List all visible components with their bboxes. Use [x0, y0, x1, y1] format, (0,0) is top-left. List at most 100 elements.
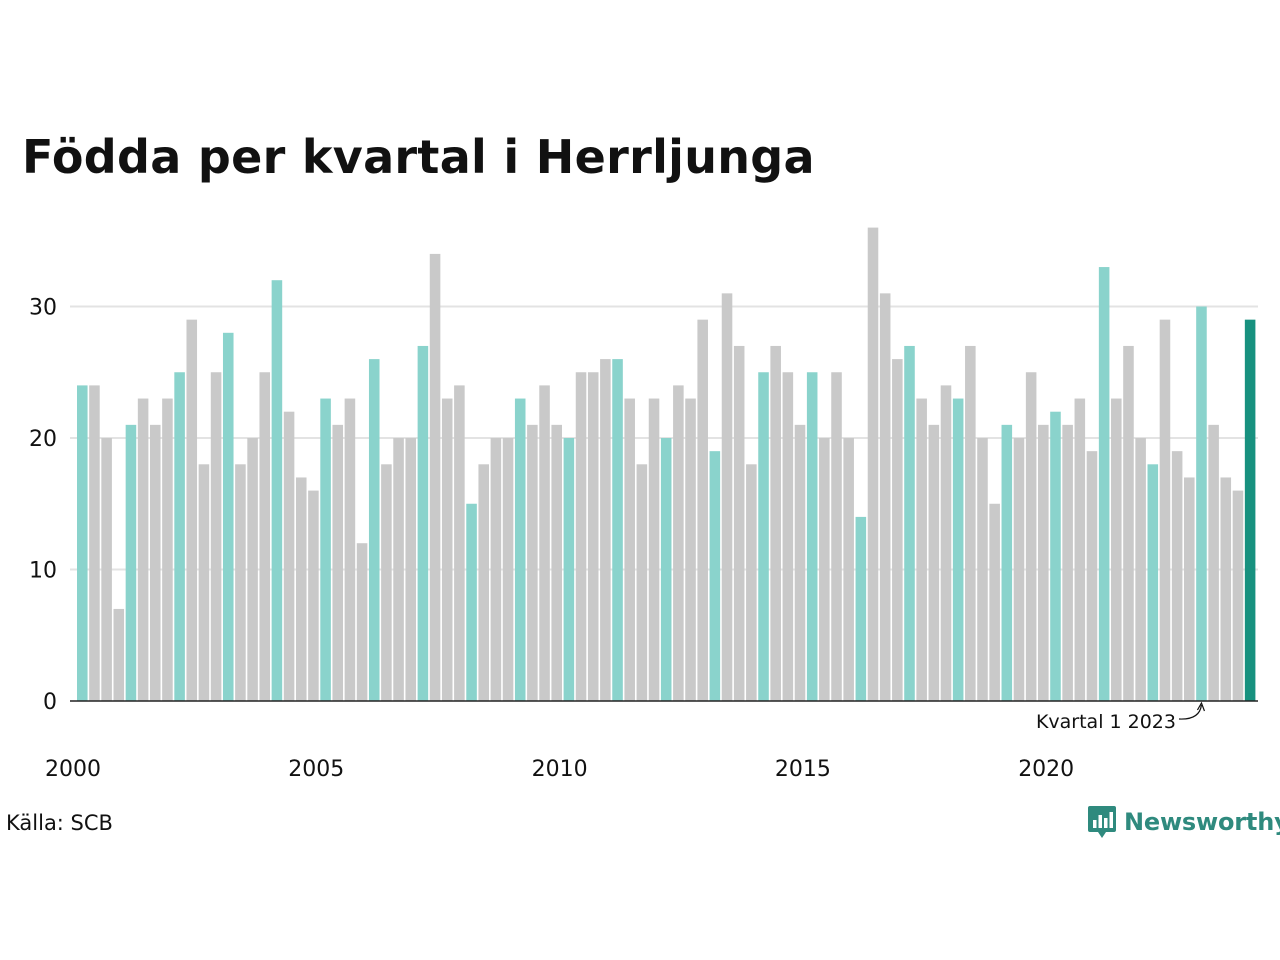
x-tick-label: 2010	[532, 757, 588, 782]
bar	[1001, 424, 1013, 701]
bar	[186, 319, 198, 701]
bar	[539, 385, 550, 701]
bar	[198, 464, 210, 701]
bar	[697, 319, 708, 701]
bar	[441, 398, 453, 701]
bar	[417, 345, 429, 701]
bar	[356, 543, 368, 701]
x-tick-label: 2020	[1018, 757, 1074, 782]
bar	[283, 411, 295, 701]
bar	[855, 516, 867, 701]
bar	[1208, 424, 1219, 701]
x-tick-label: 2000	[45, 757, 101, 782]
bar	[222, 332, 234, 701]
bar	[405, 438, 417, 701]
bar	[77, 385, 88, 701]
bar	[101, 438, 112, 701]
bar	[320, 398, 331, 701]
bar	[575, 372, 587, 701]
bar	[527, 424, 538, 701]
bar	[490, 438, 502, 701]
bar	[466, 503, 477, 701]
bar	[514, 398, 526, 701]
bar	[344, 398, 356, 701]
bar	[1184, 477, 1195, 701]
bar	[648, 398, 660, 701]
bar	[1232, 490, 1244, 701]
bar	[1038, 424, 1049, 701]
bar	[429, 253, 441, 701]
bar	[1147, 464, 1159, 701]
bar	[782, 372, 794, 701]
bar	[502, 438, 514, 701]
bar	[819, 438, 830, 701]
bar	[454, 385, 465, 701]
bar	[1111, 398, 1122, 701]
bar	[916, 398, 927, 701]
bar	[137, 398, 149, 701]
bar	[1025, 372, 1037, 701]
x-tick-label: 2005	[288, 757, 344, 782]
y-tick-label: 10	[29, 559, 57, 584]
bar	[478, 464, 489, 701]
y-tick-label: 20	[29, 427, 57, 452]
bar	[940, 385, 952, 701]
bar	[843, 438, 854, 701]
bar	[210, 372, 222, 701]
bar	[733, 345, 745, 701]
bar	[247, 438, 258, 701]
bar	[977, 438, 988, 701]
bar	[271, 280, 283, 701]
bar	[636, 464, 648, 701]
bar	[794, 424, 806, 701]
bar	[879, 293, 891, 701]
bar	[332, 424, 344, 701]
bar	[235, 464, 246, 701]
annotation: Kvartal 1 2023	[1036, 701, 1206, 733]
bars	[77, 227, 1256, 701]
chart-title: Födda per kvartal i Herrljunga	[22, 130, 815, 184]
bar	[174, 372, 185, 701]
bar	[1159, 319, 1171, 701]
bar	[770, 345, 781, 701]
bar	[162, 398, 173, 701]
bar	[758, 372, 769, 701]
bar	[1013, 438, 1025, 701]
bar	[709, 451, 721, 701]
bar	[563, 438, 575, 701]
newsworthy-logo-text: Newsworthy	[1124, 808, 1280, 836]
bar	[1171, 451, 1183, 701]
bar	[1074, 398, 1086, 701]
annotation-arrowhead	[1196, 701, 1206, 712]
bar	[660, 438, 672, 701]
bar	[746, 464, 757, 701]
bar	[1123, 345, 1134, 701]
bar	[721, 293, 733, 701]
bar	[1098, 267, 1110, 701]
bar-chart: 0 10 20 30 2000 2005 2010 2015 2020 Kvartal 1 20…	[29, 227, 1258, 782]
bar	[806, 372, 818, 701]
bar	[673, 385, 684, 701]
x-tick-label: 2015	[775, 757, 831, 782]
bar	[685, 398, 696, 701]
bar	[149, 424, 161, 701]
bar	[1062, 424, 1073, 701]
bar	[600, 359, 611, 701]
bar	[551, 424, 562, 701]
bar	[952, 398, 964, 701]
bar	[1196, 306, 1207, 701]
annotation-label: Kvartal 1 2023	[1036, 711, 1176, 733]
y-tick-label: 30	[29, 296, 57, 321]
newsworthy-logo-icon	[1088, 806, 1116, 838]
bar	[295, 477, 307, 701]
bar	[259, 372, 271, 701]
bar	[928, 424, 940, 701]
bar	[892, 359, 903, 701]
bar	[831, 372, 842, 701]
bar	[612, 359, 623, 701]
bar	[904, 345, 915, 701]
bar	[1135, 438, 1146, 701]
newsworthy-logo[interactable]: Newsworthy	[1087, 804, 1280, 840]
bar	[381, 464, 392, 701]
annotation-arrow	[1178, 704, 1203, 720]
